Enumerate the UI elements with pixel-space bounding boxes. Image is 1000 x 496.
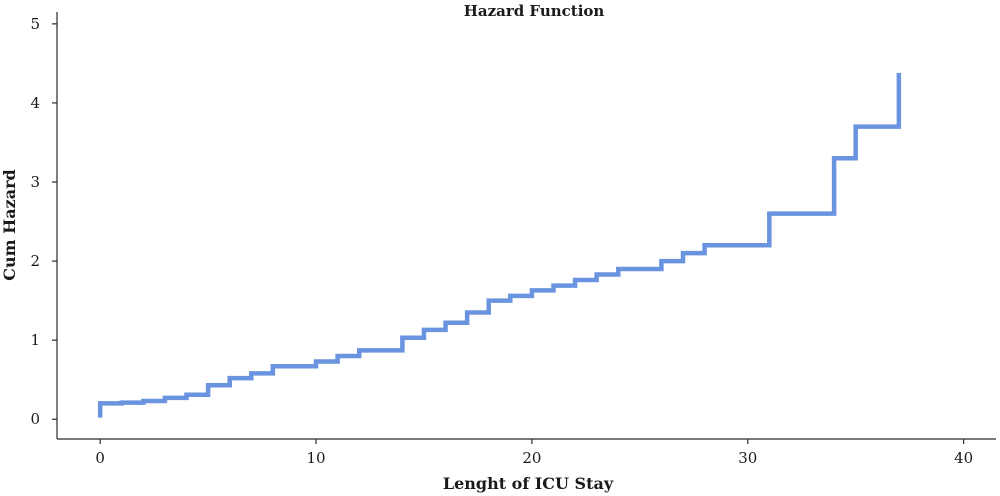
- y-tick-label-4: 4: [30, 94, 40, 112]
- axes: [56, 12, 996, 440]
- y-axis-label: Cum Hazard: [0, 169, 19, 280]
- chart-title: Hazard Function: [464, 2, 605, 20]
- x-ticks: 0 10 20 30 40: [95, 439, 973, 467]
- y-tick-label-1: 1: [30, 331, 40, 349]
- series-group: [97, 72, 902, 418]
- y-tick-label-5: 5: [30, 15, 40, 33]
- x-tick-label-10: 10: [306, 449, 325, 467]
- y-tick-label-3: 3: [30, 173, 40, 191]
- x-tick-label-20: 20: [522, 449, 541, 467]
- y-tick-label-0: 0: [30, 410, 40, 428]
- x-tick-label-40: 40: [954, 449, 973, 467]
- y-ticks: 0 1 2 3 4 5: [30, 15, 57, 428]
- x-tick-label-0: 0: [95, 449, 105, 467]
- x-tick-label-30: 30: [738, 449, 757, 467]
- hazard-step-line: [97, 72, 902, 418]
- x-axis-label: Lenght of ICU Stay: [443, 474, 614, 493]
- y-tick-label-2: 2: [30, 252, 40, 270]
